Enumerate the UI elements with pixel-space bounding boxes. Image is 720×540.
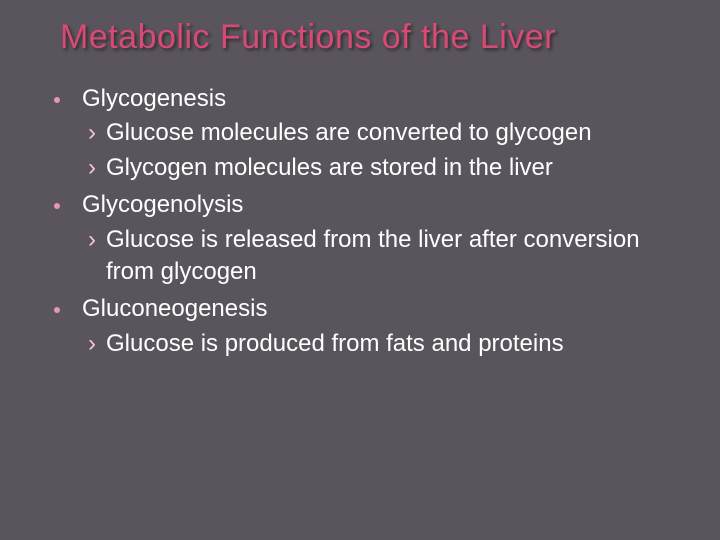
sub-list-item: › Glucose is released from the liver aft… <box>82 224 680 289</box>
angle-bullet-icon: › <box>88 117 96 149</box>
list-item-label: Gluconeogenesis <box>82 293 680 325</box>
sub-list-item-text: Glucose is released from the liver after… <box>106 224 680 289</box>
bullet-dot-icon <box>54 307 60 313</box>
sub-list-item-text: Glucose molecules are converted to glyco… <box>106 117 680 149</box>
list-item-content: Glycogenesis › Glucose molecules are con… <box>82 83 680 186</box>
angle-bullet-icon: › <box>88 152 96 184</box>
angle-bullet-icon: › <box>88 328 96 360</box>
list-item: Glycogenesis › Glucose molecules are con… <box>54 83 680 186</box>
sub-list-item: › Glucose is produced from fats and prot… <box>82 328 680 360</box>
bullet-dot-icon <box>54 203 60 209</box>
list-item-content: Gluconeogenesis › Glucose is produced fr… <box>82 293 680 362</box>
sub-list-item-text: Glucose is produced from fats and protei… <box>106 328 680 360</box>
slide-body: Glycogenesis › Glucose molecules are con… <box>50 83 680 362</box>
list-item: Glycogenolysis › Glucose is released fro… <box>54 189 680 290</box>
slide-title: Metabolic Functions of the Liver <box>60 18 680 57</box>
bullet-dot-icon <box>54 97 60 103</box>
list-item: Gluconeogenesis › Glucose is produced fr… <box>54 293 680 362</box>
sub-list-item: › Glycogen molecules are stored in the l… <box>82 152 680 184</box>
list-item-label: Glycogenolysis <box>82 189 680 221</box>
sub-list-item-text: Glycogen molecules are stored in the liv… <box>106 152 680 184</box>
slide: Metabolic Functions of the Liver Glycoge… <box>0 0 720 540</box>
sub-list-item: › Glucose molecules are converted to gly… <box>82 117 680 149</box>
list-item-content: Glycogenolysis › Glucose is released fro… <box>82 189 680 290</box>
list-item-label: Glycogenesis <box>82 83 680 115</box>
angle-bullet-icon: › <box>88 224 96 289</box>
